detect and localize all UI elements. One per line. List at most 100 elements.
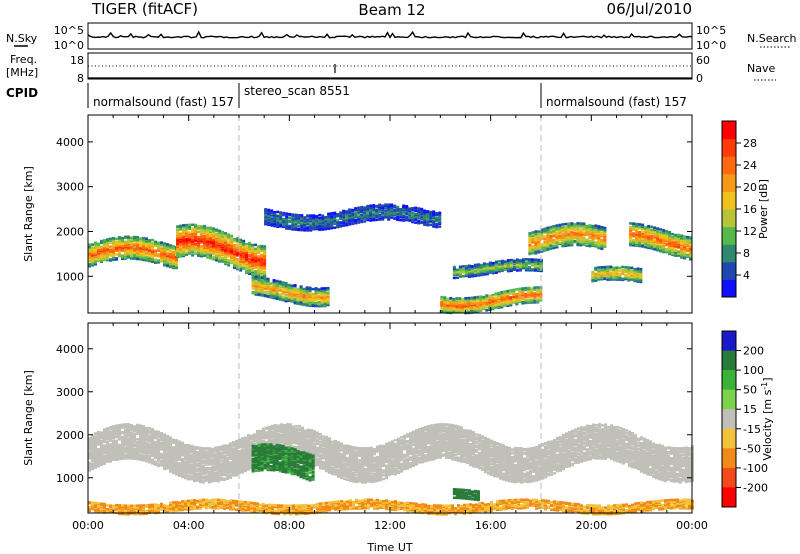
echo-cell — [686, 239, 690, 243]
nsearch-label: N.Search — [747, 32, 797, 45]
echo-cell — [588, 232, 592, 235]
echo-cell — [603, 235, 607, 239]
echo-cell — [515, 293, 519, 296]
echo-cell — [218, 233, 222, 237]
echo-cell — [185, 241, 189, 244]
echo-cell — [543, 246, 547, 249]
echo-cell — [109, 426, 112, 429]
echo-cell — [497, 300, 501, 304]
echo-cell — [638, 223, 642, 226]
echo-cell — [677, 233, 681, 237]
echo-cell — [157, 253, 160, 256]
echo-cell — [133, 437, 136, 441]
echo-cell — [91, 438, 94, 441]
echo-cell — [518, 295, 522, 298]
echo-cell — [558, 223, 562, 227]
echo-cell — [533, 258, 537, 261]
echo-cell — [339, 211, 343, 214]
echo-cell — [524, 258, 528, 261]
echo-cell — [239, 246, 243, 249]
echo-cell — [414, 209, 418, 212]
echo-cell — [564, 231, 568, 235]
echo-cell — [609, 277, 613, 280]
echo-cell — [88, 451, 91, 454]
echo-cell — [100, 245, 103, 249]
echo-cell — [537, 236, 541, 239]
echo-cell — [133, 440, 136, 443]
echo-cell — [639, 276, 643, 280]
echo-cell — [635, 224, 639, 228]
nsky-trace — [87, 30, 693, 39]
echo-cell — [674, 233, 678, 237]
echo-cell — [172, 245, 175, 248]
echo-cell — [518, 299, 522, 302]
echo-cell — [417, 220, 421, 223]
echo-cell — [94, 432, 97, 435]
echo-cell — [600, 231, 604, 235]
echo-cell — [163, 254, 166, 257]
echo-cell — [291, 224, 295, 227]
echo-cell — [603, 271, 607, 275]
echo-cell — [194, 242, 198, 245]
echo-cell — [191, 238, 195, 241]
echo-cell — [308, 303, 312, 306]
echo-cell — [291, 213, 295, 216]
echo-cell — [133, 443, 136, 446]
echo-cell — [449, 296, 453, 300]
echo-cell — [488, 298, 492, 302]
echo-cell — [369, 209, 373, 212]
echo-cell — [251, 291, 255, 294]
echo-cell — [148, 248, 151, 252]
echo-cell — [176, 227, 180, 230]
echo-cell — [659, 248, 663, 252]
echo-cell — [677, 237, 681, 241]
echo-cell — [103, 454, 106, 458]
echo-cell — [91, 464, 94, 468]
echo-cell — [597, 274, 601, 277]
echo-cell — [245, 253, 249, 257]
echo-cell — [130, 245, 133, 248]
echo-cell — [561, 239, 565, 242]
echo-cell — [176, 230, 180, 233]
echo-cell — [357, 215, 361, 218]
echo-cell — [530, 258, 534, 261]
echo-cell — [303, 216, 307, 219]
echo-cell — [336, 213, 340, 216]
echo-cell — [552, 228, 556, 231]
echo-cell — [133, 427, 136, 430]
echo-cell — [585, 244, 589, 247]
echo-cell — [597, 269, 601, 272]
echo-cell — [163, 242, 166, 245]
echo-cell — [251, 278, 255, 281]
echo-cell — [257, 266, 261, 269]
echo-cell — [555, 226, 559, 229]
echo-cell — [163, 465, 166, 469]
echo-cell — [242, 263, 246, 266]
echo-cell — [227, 233, 231, 236]
echo-cell — [178, 448, 181, 451]
echo-cell — [435, 217, 439, 220]
echo-cell — [345, 210, 349, 213]
echo-cell — [326, 286, 330, 290]
echo-cell — [540, 233, 544, 236]
echo-cell — [321, 227, 325, 230]
echo-cell — [118, 428, 121, 432]
echo-cell — [112, 445, 115, 448]
power-swatch-0 — [722, 279, 736, 298]
echo-cell — [145, 244, 148, 247]
echo-cell — [157, 430, 160, 434]
echo-cell — [179, 247, 183, 250]
echo-cell — [369, 211, 373, 214]
echo-cell — [323, 302, 327, 306]
echo-cell — [561, 241, 565, 245]
echo-cell — [103, 257, 106, 261]
echo-cell — [136, 445, 139, 448]
echo-cell — [342, 209, 346, 213]
header-beam: Beam 12 — [358, 1, 425, 19]
echo-cell — [118, 453, 121, 456]
echo-cell — [402, 214, 406, 217]
echo-cell — [303, 229, 307, 232]
echo-cell — [452, 306, 456, 310]
echo-cell — [549, 234, 553, 238]
echo-cell — [512, 291, 516, 295]
